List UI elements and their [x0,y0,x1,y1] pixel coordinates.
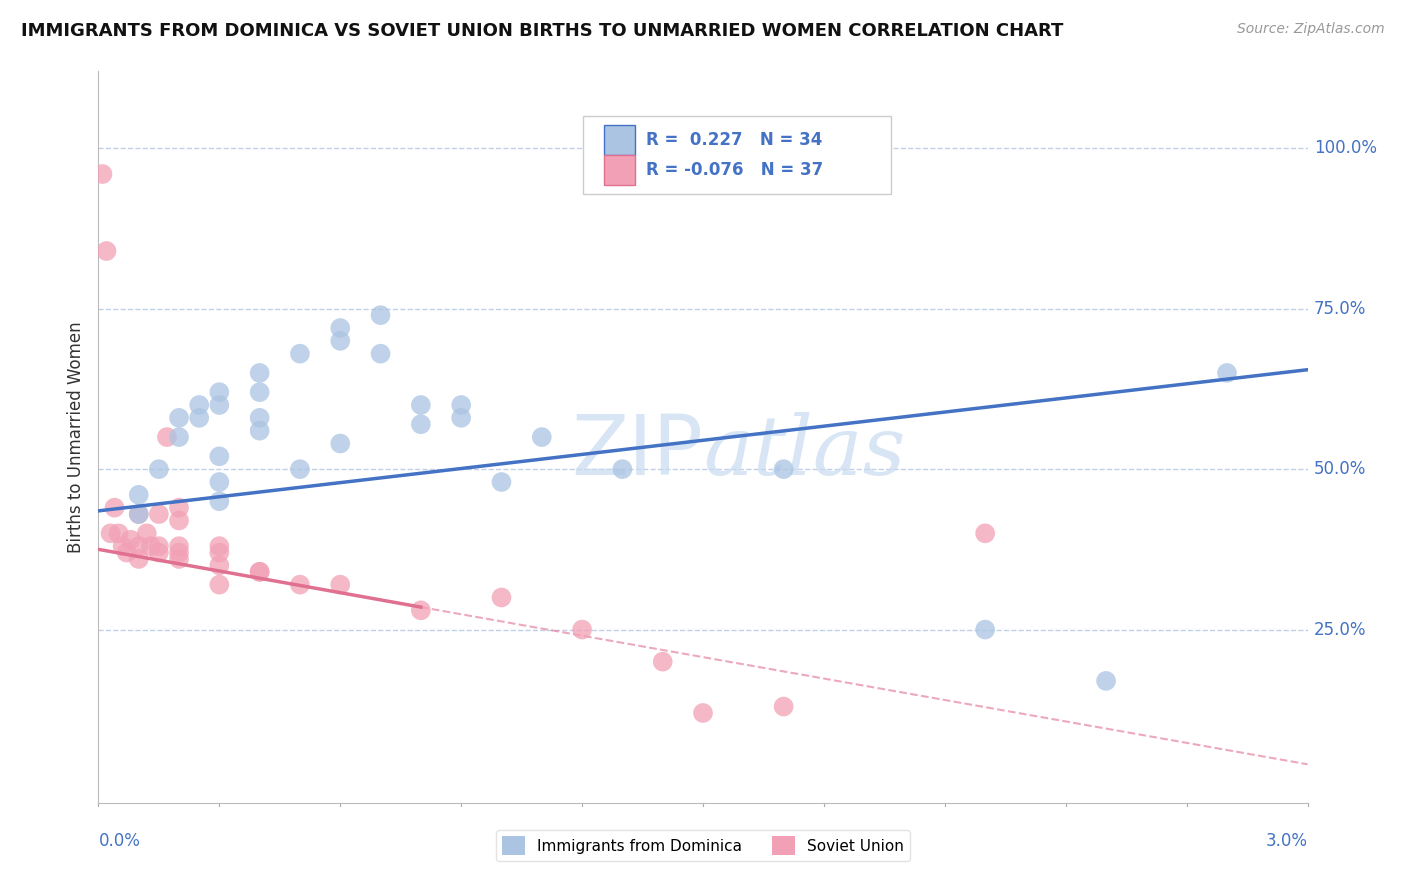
Point [208,539,231,553]
Point [772,699,794,714]
Point [612,462,634,476]
Point [692,706,714,720]
Point [156,430,179,444]
Point [409,398,432,412]
Point [249,565,271,579]
Point [120,533,142,547]
Point [128,507,150,521]
Point [974,623,997,637]
Point [208,385,231,400]
Point [491,591,513,605]
Text: 25.0%: 25.0% [1313,621,1367,639]
Text: Source: ZipAtlas.com: Source: ZipAtlas.com [1237,22,1385,37]
Point [249,410,271,425]
Point [128,488,150,502]
Point [148,545,170,559]
Point [167,514,190,528]
Text: 100.0%: 100.0% [1313,139,1376,157]
Point [651,655,673,669]
Point [329,577,352,591]
Point [148,507,170,521]
Point [450,398,472,412]
Point [491,475,513,489]
Text: R = -0.076   N = 37: R = -0.076 N = 37 [647,161,824,179]
Point [288,462,311,476]
Point [974,526,997,541]
Text: 75.0%: 75.0% [1313,300,1367,318]
Point [148,462,170,476]
Point [91,167,114,181]
Point [249,565,271,579]
Point [208,545,231,559]
Y-axis label: Births to Unmarried Women: Births to Unmarried Women [66,321,84,553]
Text: 50.0%: 50.0% [1313,460,1367,478]
Point [128,552,150,566]
Point [329,436,352,450]
Point [288,346,311,360]
Text: atlas: atlas [703,412,905,491]
Point [100,526,122,541]
Point [530,430,553,444]
Point [167,410,190,425]
Point [1095,673,1118,688]
Point [107,526,129,541]
Text: R =  0.227   N = 34: R = 0.227 N = 34 [647,131,823,149]
Point [329,321,352,335]
Point [167,430,190,444]
Point [208,475,231,489]
Point [139,539,162,553]
Point [370,308,392,322]
Point [1216,366,1239,380]
Point [148,539,170,553]
Point [409,603,432,617]
Point [370,346,392,360]
Text: IMMIGRANTS FROM DOMINICA VS SOVIET UNION BIRTHS TO UNMARRIED WOMEN CORRELATION C: IMMIGRANTS FROM DOMINICA VS SOVIET UNION… [21,22,1063,40]
Point [571,623,593,637]
Point [111,539,134,553]
Point [288,577,311,591]
Point [208,398,231,412]
Point [249,385,271,400]
Point [135,526,157,541]
Point [208,450,231,464]
Text: 0.0%: 0.0% [98,832,141,850]
Text: 3.0%: 3.0% [1265,832,1308,850]
Point [167,500,190,515]
Point [208,558,231,573]
Point [329,334,352,348]
Point [103,500,125,515]
Point [167,545,190,559]
Point [167,552,190,566]
Point [115,545,138,559]
Point [249,424,271,438]
Point [249,366,271,380]
Point [450,410,472,425]
Point [208,577,231,591]
Text: ZIP: ZIP [571,411,703,492]
Point [188,410,211,425]
Point [208,494,231,508]
Legend: Immigrants from Dominica, Soviet Union: Immigrants from Dominica, Soviet Union [495,830,911,861]
Point [188,398,211,412]
Point [167,539,190,553]
Point [409,417,432,432]
Point [96,244,118,258]
Point [128,539,150,553]
Point [772,462,794,476]
Point [128,507,150,521]
